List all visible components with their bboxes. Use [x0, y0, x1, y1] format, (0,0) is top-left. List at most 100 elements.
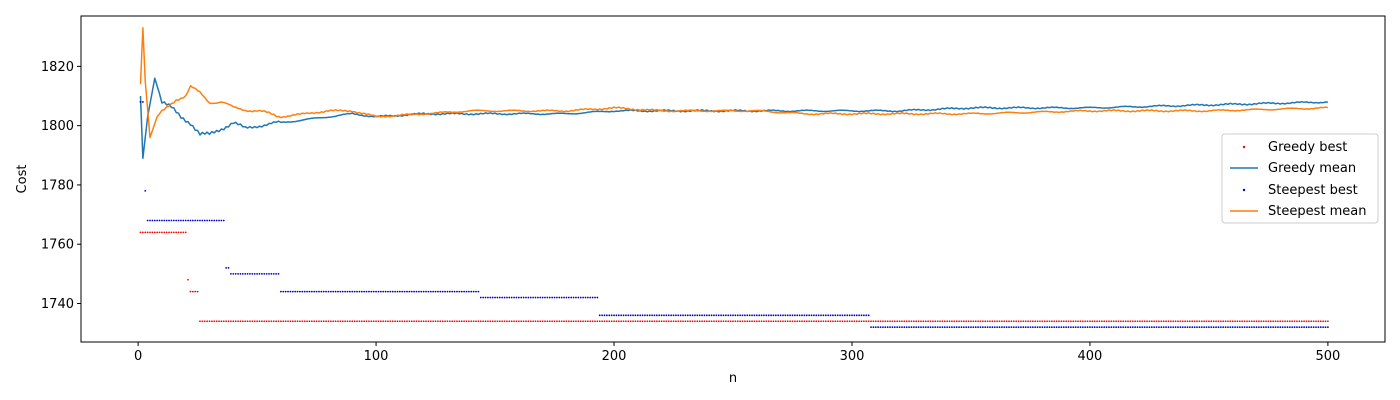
data-point — [1100, 320, 1103, 323]
data-point — [520, 296, 523, 299]
data-point — [1043, 326, 1046, 329]
data-point — [1127, 326, 1129, 329]
data-point — [434, 290, 437, 293]
data-point — [141, 231, 144, 234]
data-point — [225, 320, 228, 323]
data-point — [684, 314, 687, 317]
data-point — [182, 231, 185, 234]
data-point — [1169, 326, 1172, 329]
data-point — [1260, 320, 1263, 323]
data-point — [1227, 320, 1229, 323]
data-point — [739, 320, 742, 323]
data-point — [327, 290, 330, 293]
data-point — [213, 320, 216, 323]
data-point — [327, 320, 330, 323]
data-point — [451, 290, 454, 293]
data-point — [375, 320, 377, 323]
data-point — [218, 219, 220, 222]
data-point — [299, 290, 301, 293]
data-point — [977, 320, 979, 323]
data-point — [1003, 326, 1006, 329]
data-point — [1319, 326, 1322, 329]
data-point — [917, 326, 920, 329]
data-point — [882, 320, 884, 323]
data-point — [1274, 326, 1277, 329]
data-point — [391, 290, 394, 293]
data-point — [334, 290, 337, 293]
data-point — [1158, 326, 1160, 329]
data-point — [989, 320, 991, 323]
data-point — [1017, 320, 1020, 323]
data-point — [874, 326, 877, 329]
data-point — [510, 296, 513, 299]
data-point — [674, 314, 677, 317]
data-point — [822, 314, 825, 317]
data-point — [501, 320, 504, 323]
data-point — [322, 320, 325, 323]
data-point — [1015, 326, 1018, 329]
data-point — [1093, 320, 1096, 323]
data-point — [1050, 320, 1053, 323]
data-point — [356, 290, 358, 293]
data-point — [948, 320, 951, 323]
data-point — [1079, 326, 1082, 329]
data-point — [139, 101, 142, 103]
data-point — [789, 314, 792, 317]
data-point — [310, 320, 313, 323]
data-point — [1281, 320, 1284, 323]
data-point — [294, 320, 297, 323]
data-point — [979, 320, 982, 323]
data-point — [439, 320, 442, 323]
data-point — [199, 320, 201, 323]
data-point — [558, 320, 561, 323]
data-point — [1053, 320, 1056, 323]
data-point — [391, 320, 394, 323]
data-point — [1103, 326, 1106, 329]
data-point — [1048, 320, 1051, 323]
data-point — [279, 290, 282, 293]
y-tick-label: 1780 — [41, 178, 74, 193]
data-point — [325, 320, 327, 323]
data-point — [463, 320, 466, 323]
data-point — [1310, 320, 1313, 323]
data-point — [855, 314, 858, 317]
data-point — [698, 320, 701, 323]
data-point — [955, 326, 958, 329]
data-point — [165, 219, 168, 222]
data-point — [927, 326, 930, 329]
data-point — [974, 320, 977, 323]
data-point — [408, 320, 411, 323]
data-point — [651, 314, 653, 317]
data-point — [496, 296, 499, 299]
data-point — [210, 219, 213, 222]
data-point — [1255, 326, 1258, 329]
data-point — [315, 290, 318, 293]
data-point — [839, 314, 841, 317]
data-point — [1020, 320, 1022, 323]
data-point — [265, 272, 268, 275]
data-point — [727, 320, 730, 323]
data-point — [993, 326, 996, 329]
data-point — [180, 219, 182, 222]
data-point — [358, 320, 361, 323]
x-tick-label: 500 — [1315, 349, 1340, 364]
data-point — [1046, 326, 1048, 329]
data-point — [646, 314, 649, 317]
data-point — [527, 320, 530, 323]
data-point — [622, 314, 625, 317]
data-point — [534, 320, 537, 323]
data-point — [515, 320, 518, 323]
data-point — [632, 314, 634, 317]
data-point — [615, 320, 618, 323]
data-point — [1165, 320, 1167, 323]
data-point — [617, 320, 620, 323]
data-point — [1310, 326, 1313, 329]
data-point — [210, 320, 213, 323]
data-point — [551, 296, 554, 299]
data-point — [415, 320, 418, 323]
data-point — [408, 290, 411, 293]
data-point — [372, 320, 375, 323]
data-point — [867, 314, 870, 317]
data-point — [484, 296, 487, 299]
data-point — [379, 290, 382, 293]
